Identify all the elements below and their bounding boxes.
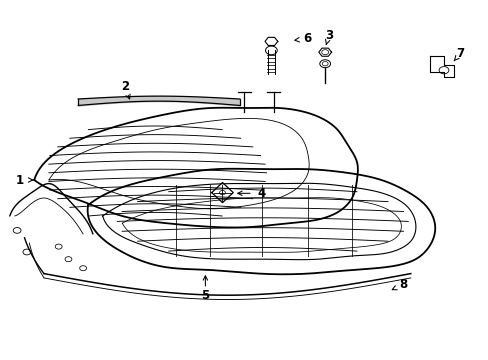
Text: 6: 6	[303, 32, 310, 45]
Text: 7: 7	[456, 47, 464, 60]
Text: 3: 3	[325, 29, 332, 42]
Text: 1: 1	[16, 174, 23, 186]
Text: 8: 8	[399, 278, 407, 291]
Text: 4: 4	[257, 187, 265, 200]
Text: 5: 5	[201, 289, 209, 302]
Text: 2: 2	[121, 80, 128, 93]
